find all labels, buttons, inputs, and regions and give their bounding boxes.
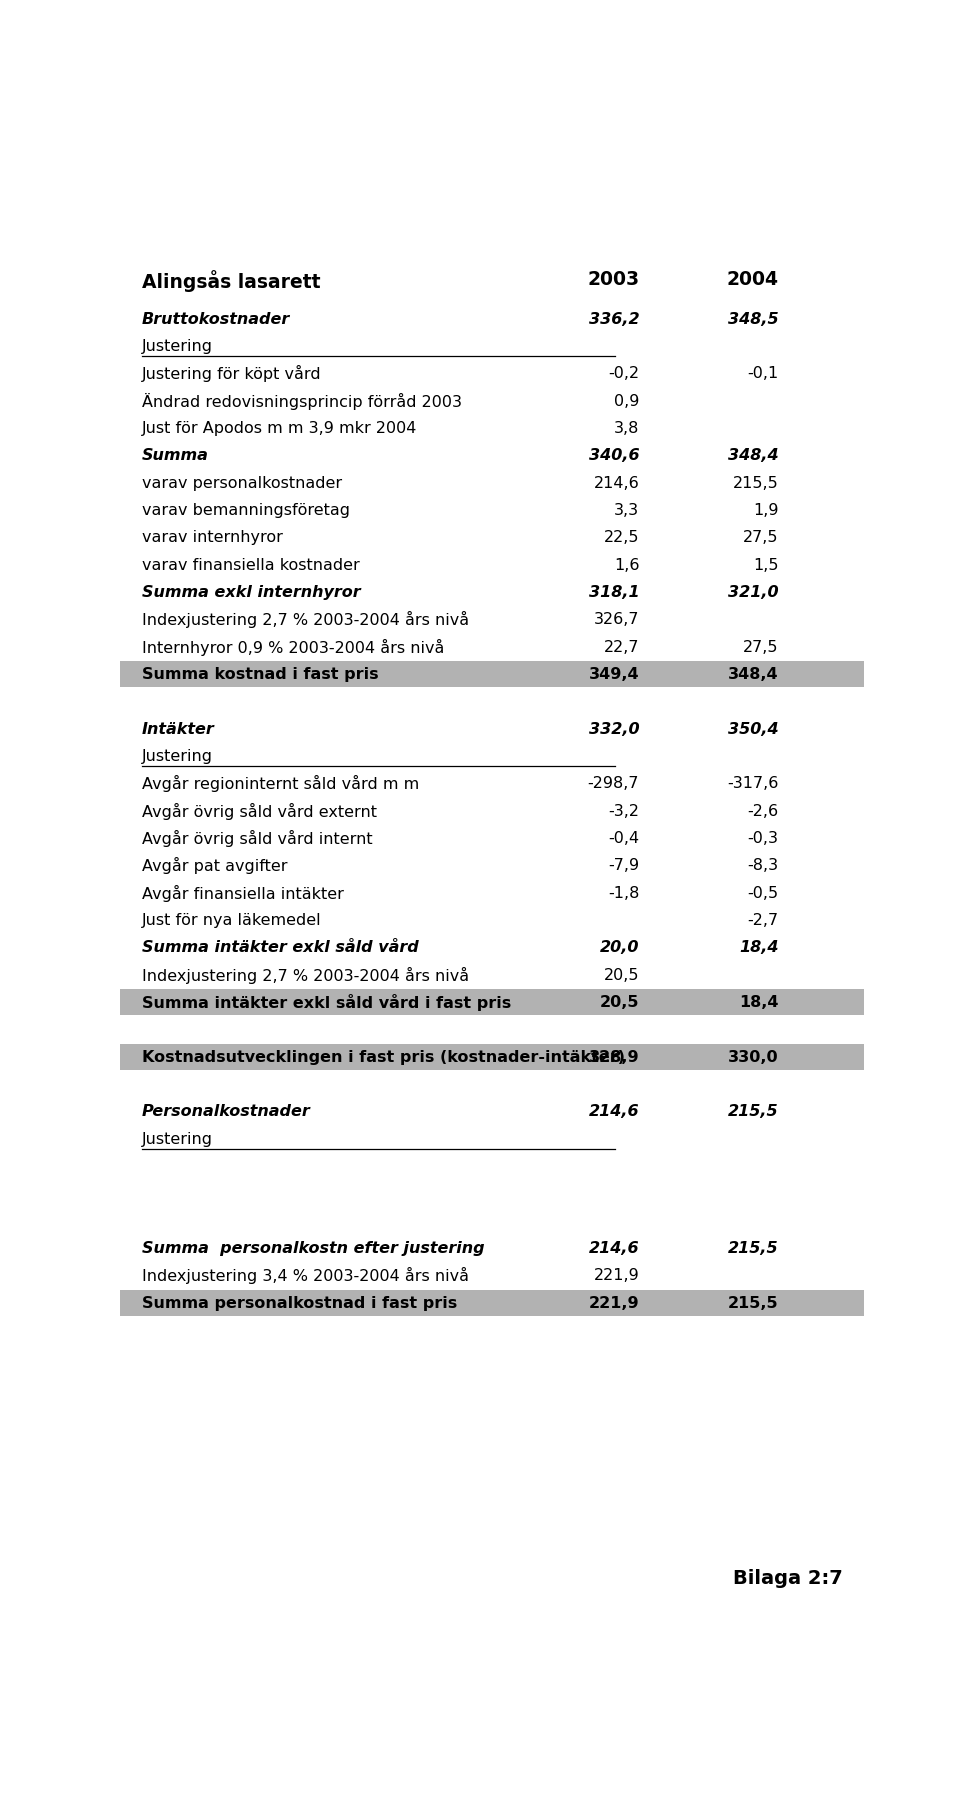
Text: 2003: 2003: [588, 269, 639, 289]
Text: -298,7: -298,7: [588, 775, 639, 791]
Text: Summa intäkter exkl såld vård i fast pris: Summa intäkter exkl såld vård i fast pri…: [142, 994, 511, 1010]
Text: 18,4: 18,4: [739, 994, 779, 1010]
Text: 336,2: 336,2: [588, 311, 639, 327]
Text: -0,4: -0,4: [608, 831, 639, 846]
Text: 318,1: 318,1: [588, 585, 639, 600]
Text: -7,9: -7,9: [608, 858, 639, 873]
Text: 349,4: 349,4: [588, 667, 639, 681]
Text: 22,5: 22,5: [604, 529, 639, 546]
Text: Indexjustering 3,4 % 2003-2004 års nivå: Indexjustering 3,4 % 2003-2004 års nivå: [142, 1267, 468, 1283]
Text: 20,0: 20,0: [600, 940, 639, 954]
Text: varav personalkostnader: varav personalkostnader: [142, 475, 342, 490]
Bar: [120, 1044, 864, 1070]
Text: 215,5: 215,5: [728, 1296, 779, 1310]
Text: varav finansiella kostnader: varav finansiella kostnader: [142, 557, 359, 573]
Text: 27,5: 27,5: [743, 529, 779, 546]
Text: Summa  personalkostn efter justering: Summa personalkostn efter justering: [142, 1240, 485, 1256]
Text: Just för nya läkemedel: Just för nya läkemedel: [142, 913, 322, 927]
Text: Avgår pat avgifter: Avgår pat avgifter: [142, 857, 287, 875]
Text: Avgår övrig såld vård internt: Avgår övrig såld vård internt: [142, 829, 372, 846]
Text: 214,6: 214,6: [588, 1104, 639, 1119]
Text: Just för Apodos m m 3,9 mkr 2004: Just för Apodos m m 3,9 mkr 2004: [142, 421, 417, 435]
Text: -3,2: -3,2: [609, 802, 639, 819]
Text: -8,3: -8,3: [748, 858, 779, 873]
Text: Justering för köpt vård: Justering för köpt vård: [142, 365, 322, 381]
Text: Kostnadsutvecklingen i fast pris (kostnader-intäkter): Kostnadsutvecklingen i fast pris (kostna…: [142, 1050, 625, 1064]
Text: 340,6: 340,6: [588, 448, 639, 463]
Text: 2004: 2004: [727, 269, 779, 289]
Text: 0,9: 0,9: [613, 394, 639, 408]
Text: 348,4: 348,4: [728, 448, 779, 463]
Text: 20,5: 20,5: [600, 994, 639, 1010]
Text: 18,4: 18,4: [739, 940, 779, 954]
Text: Intäkter: Intäkter: [142, 721, 214, 735]
Text: 27,5: 27,5: [743, 640, 779, 654]
Bar: [120, 990, 864, 1016]
Text: Bilaga 2:7: Bilaga 2:7: [732, 1568, 842, 1587]
Text: Indexjustering 2,7 % 2003-2004 års nivå: Indexjustering 2,7 % 2003-2004 års nivå: [142, 967, 468, 983]
Text: 328,9: 328,9: [588, 1050, 639, 1064]
Text: -2,7: -2,7: [748, 913, 779, 927]
Text: varav internhyror: varav internhyror: [142, 529, 282, 546]
Text: 1,9: 1,9: [754, 502, 779, 517]
Text: 221,9: 221,9: [588, 1296, 639, 1310]
Text: 20,5: 20,5: [604, 967, 639, 981]
Text: -2,6: -2,6: [748, 802, 779, 819]
Text: Indexjustering 2,7 % 2003-2004 års nivå: Indexjustering 2,7 % 2003-2004 års nivå: [142, 611, 468, 627]
Text: 350,4: 350,4: [728, 721, 779, 735]
Text: Ändrad redovisningsprincip förråd 2003: Ändrad redovisningsprincip förråd 2003: [142, 392, 462, 410]
Text: Summa: Summa: [142, 448, 208, 463]
Text: Summa intäkter exkl såld vård: Summa intäkter exkl såld vård: [142, 940, 419, 954]
Text: Avgår regioninternt såld vård m m: Avgår regioninternt såld vård m m: [142, 775, 419, 791]
Text: -0,1: -0,1: [748, 367, 779, 381]
Text: 214,6: 214,6: [588, 1240, 639, 1256]
Text: Internhyror 0,9 % 2003-2004 års nivå: Internhyror 0,9 % 2003-2004 års nivå: [142, 638, 444, 656]
Text: 348,4: 348,4: [728, 667, 779, 681]
Text: Summa kostnad i fast pris: Summa kostnad i fast pris: [142, 667, 378, 681]
Text: varav bemanningsföretag: varav bemanningsföretag: [142, 502, 349, 517]
Text: 214,6: 214,6: [593, 475, 639, 490]
Text: 330,0: 330,0: [728, 1050, 779, 1064]
Text: 3,8: 3,8: [613, 421, 639, 435]
Text: Personalkostnader: Personalkostnader: [142, 1104, 310, 1119]
Text: Avgår finansiella intäkter: Avgår finansiella intäkter: [142, 884, 344, 902]
Text: -317,6: -317,6: [728, 775, 779, 791]
Text: Avgår övrig såld vård externt: Avgår övrig såld vård externt: [142, 802, 376, 819]
Bar: [120, 1290, 864, 1315]
Text: 348,5: 348,5: [728, 311, 779, 327]
Text: Bruttokostnader: Bruttokostnader: [142, 311, 290, 327]
Text: Justering: Justering: [142, 1131, 213, 1146]
Text: Justering: Justering: [142, 748, 213, 764]
Text: -0,2: -0,2: [608, 367, 639, 381]
Text: 321,0: 321,0: [728, 585, 779, 600]
Text: Alingsås lasarett: Alingsås lasarett: [142, 269, 321, 291]
Text: -1,8: -1,8: [608, 885, 639, 900]
Text: 3,3: 3,3: [614, 502, 639, 517]
Text: -0,5: -0,5: [748, 885, 779, 900]
Text: Justering: Justering: [142, 338, 213, 354]
Text: 1,5: 1,5: [754, 557, 779, 573]
Text: Summa personalkostnad i fast pris: Summa personalkostnad i fast pris: [142, 1296, 457, 1310]
Text: 22,7: 22,7: [604, 640, 639, 654]
Text: 1,6: 1,6: [613, 557, 639, 573]
Text: 326,7: 326,7: [593, 613, 639, 627]
Text: Summa exkl internhyror: Summa exkl internhyror: [142, 585, 360, 600]
Text: 215,5: 215,5: [733, 475, 779, 490]
Text: -0,3: -0,3: [748, 831, 779, 846]
Text: 215,5: 215,5: [728, 1104, 779, 1119]
Bar: [120, 661, 864, 688]
Text: 332,0: 332,0: [588, 721, 639, 735]
Text: 221,9: 221,9: [593, 1267, 639, 1283]
Text: 215,5: 215,5: [728, 1240, 779, 1256]
